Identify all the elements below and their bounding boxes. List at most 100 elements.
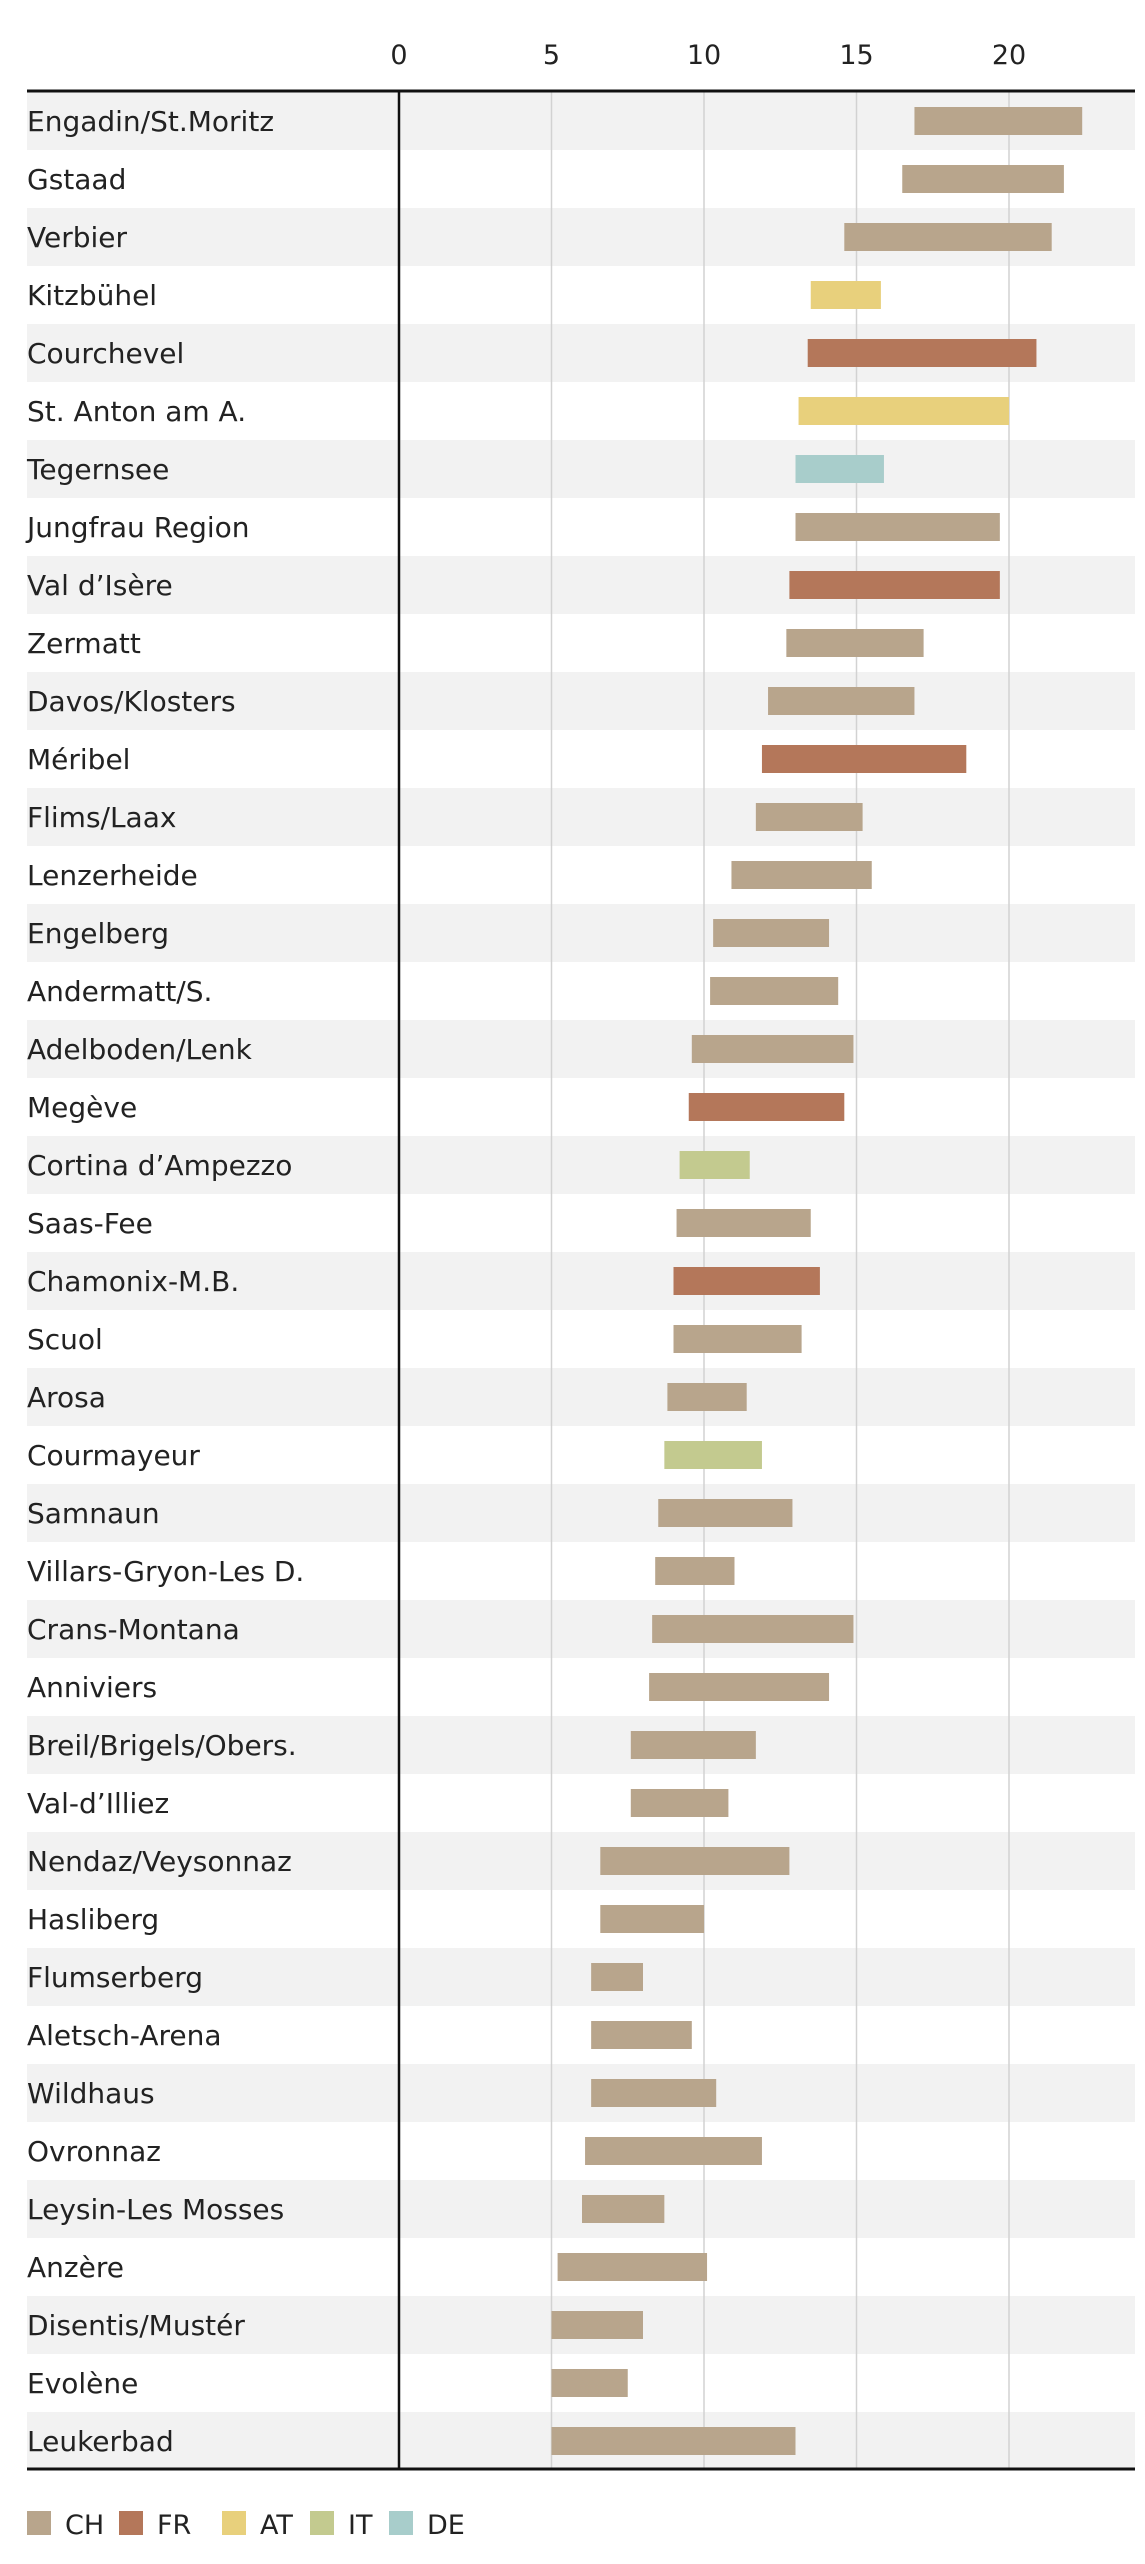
row-stripe	[27, 1832, 1135, 1890]
row-stripe	[27, 1368, 1135, 1426]
row-label: Saas-Fee	[27, 1207, 153, 1240]
row-label: Engadin/St.Moritz	[27, 105, 274, 138]
legend-label: CH	[65, 2510, 104, 2541]
bar-ch	[585, 2137, 762, 2165]
row-label: Scuol	[27, 1323, 103, 1356]
row-label: Courmayeur	[27, 1439, 200, 1472]
row-stripe	[27, 1600, 1135, 1658]
row-stripe	[27, 1948, 1135, 2006]
x-tick-label: 15	[839, 40, 873, 71]
legend-label: FR	[157, 2510, 191, 2541]
x-tick-label: 20	[992, 40, 1026, 71]
row-label: Aletsch-Arena	[27, 2019, 222, 2052]
row-labels: Engadin/St.Moritz Gstaad Verbier Kitzbühel C…	[25, 105, 304, 2458]
row-stripe	[27, 1136, 1135, 1194]
bar-ch	[673, 1325, 802, 1353]
row-label: Anniviers	[27, 1671, 157, 1704]
bar-ch	[600, 1847, 790, 1875]
row-label: Courchevel	[27, 337, 184, 370]
row-label: Chamonix-M.B.	[27, 1265, 239, 1298]
legend-swatch-it	[310, 2511, 334, 2535]
row-stripe	[27, 904, 1135, 962]
bar-ch	[902, 165, 1064, 193]
row-label: Jungfrau Region	[25, 511, 250, 544]
row-label: Zermatt	[27, 627, 141, 660]
row-label: St. Anton am A.	[27, 395, 246, 428]
bar-ch	[676, 1209, 811, 1237]
x-tick-label: 5	[543, 40, 560, 71]
row-label: Nendaz/Veysonnaz	[27, 1845, 292, 1878]
row-label: Engelberg	[27, 917, 169, 950]
legend-label: AT	[260, 2510, 293, 2541]
row-label: Davos/Klosters	[27, 685, 236, 718]
legend-swatch-at	[222, 2511, 246, 2535]
row-stripe	[27, 2180, 1135, 2238]
legend-swatch-fr	[119, 2511, 143, 2535]
legend-label: DE	[427, 2510, 465, 2541]
bar-fr	[688, 1093, 845, 1121]
row-stripe	[27, 1484, 1135, 1542]
bar-ch	[667, 1383, 747, 1411]
row-label: Verbier	[27, 221, 127, 254]
row-label: Tegernsee	[26, 453, 169, 486]
axes	[27, 89, 1135, 2471]
bar-ch	[713, 919, 830, 947]
bar-fr	[789, 571, 1000, 599]
row-label: Leysin-Les Mosses	[27, 2193, 284, 2226]
x-tick-label: 10	[687, 40, 721, 71]
row-stripe	[27, 2064, 1135, 2122]
row-label: Evolène	[27, 2367, 138, 2400]
row-label: Disentis/Mustér	[27, 2309, 245, 2342]
row-label: Flims/Laax	[27, 801, 176, 834]
bar-at	[810, 281, 881, 309]
row-label: Méribel	[27, 743, 130, 776]
row-label: Flumserberg	[27, 1961, 203, 1994]
row-label: Villars-Gryon-Les D.	[27, 1555, 304, 1588]
row-label: Leukerbad	[27, 2425, 174, 2458]
bar-fr	[761, 745, 967, 773]
bar-ch	[591, 2021, 692, 2049]
bar-ch	[551, 2369, 628, 2397]
row-label: Kitzbühel	[27, 279, 157, 312]
bar-ch	[582, 2195, 665, 2223]
bar-ch	[591, 2079, 717, 2107]
legend-label: IT	[348, 2510, 373, 2541]
bar-ch	[557, 2253, 708, 2281]
row-label: Cortina d’Ampezzo	[27, 1149, 292, 1182]
bar-ch	[914, 107, 1083, 135]
row-stripe	[27, 788, 1135, 846]
row-label: Hasliberg	[27, 1903, 159, 1936]
bar-ch	[658, 1499, 793, 1527]
bars	[551, 107, 1083, 2455]
legend-swatch-de	[389, 2511, 413, 2535]
bar-ch	[652, 1615, 854, 1643]
bar-ch	[649, 1673, 830, 1701]
bar-it	[679, 1151, 750, 1179]
row-stripe	[27, 1716, 1135, 1774]
row-label: Breil/Brigels/Obers.	[27, 1729, 297, 1762]
bar-ch	[691, 1035, 854, 1063]
bar-ch	[731, 861, 872, 889]
bar-ch	[630, 1789, 729, 1817]
bar-ch	[600, 1905, 704, 1933]
bar-ch	[795, 513, 1000, 541]
row-label: Gstaad	[27, 163, 126, 196]
row-label: Wildhaus	[27, 2077, 155, 2110]
bar-ch	[710, 977, 839, 1005]
bar-it	[664, 1441, 762, 1469]
row-label: Andermatt/S.	[27, 975, 212, 1008]
row-stripe	[27, 440, 1135, 498]
bar-ch	[768, 687, 915, 715]
bar-fr	[673, 1267, 820, 1295]
row-label: Ovronnaz	[27, 2135, 161, 2168]
bar-fr	[807, 339, 1037, 367]
bar-ch	[551, 2427, 796, 2455]
bar-ch	[755, 803, 863, 831]
row-label: Crans-Montana	[27, 1613, 240, 1646]
row-label: Val-d’Illiez	[27, 1787, 169, 1820]
row-label: Samnaun	[27, 1497, 160, 1530]
legend-swatch-ch	[27, 2511, 51, 2535]
row-stripes	[27, 92, 1135, 2470]
row-stripe	[27, 1020, 1135, 1078]
